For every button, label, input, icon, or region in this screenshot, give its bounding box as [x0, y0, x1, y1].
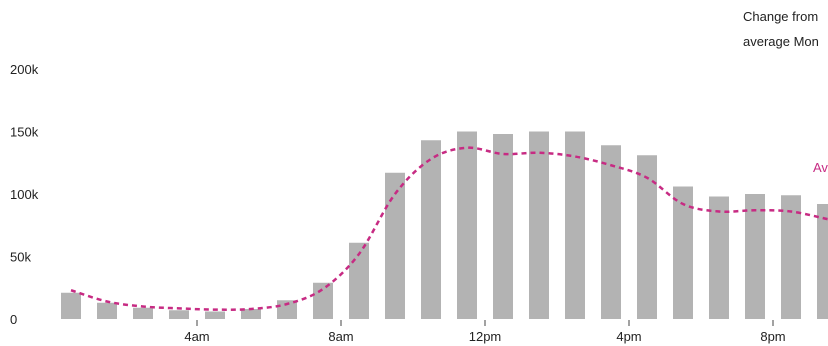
- bar-12: [493, 134, 513, 319]
- bar-19: [745, 194, 765, 319]
- y-tick-label: 0: [10, 312, 17, 327]
- annotation-3: Av: [813, 160, 828, 175]
- bar-6: [277, 300, 297, 319]
- x-tick-label: 12pm: [469, 329, 502, 344]
- bar-1: [97, 302, 117, 319]
- line-layer: [70, 146, 828, 311]
- bar-4: [205, 311, 225, 319]
- bar-0: [61, 292, 81, 319]
- y-tick-label: 150k: [10, 125, 39, 140]
- bar-16: [637, 155, 657, 319]
- bar-17: [673, 186, 693, 319]
- bar-20: [781, 195, 801, 319]
- bar-10: [421, 140, 441, 319]
- bar-18: [709, 196, 729, 319]
- annotations: Change from average Mon Av: [743, 9, 828, 175]
- bar-14: [565, 131, 585, 319]
- bar-3: [169, 310, 189, 319]
- annotation-2: average Mon: [743, 34, 819, 49]
- y-tick-label: 100k: [10, 187, 39, 202]
- y-tick-label: 50k: [10, 250, 31, 265]
- bar-11: [457, 131, 477, 319]
- y-axis: 0 50k 100k 150k 200k: [10, 62, 39, 327]
- x-tick-label: 4pm: [616, 329, 641, 344]
- bar-2: [133, 307, 153, 319]
- y-tick-label: 200k: [10, 62, 39, 77]
- bar-15: [601, 145, 621, 319]
- bar-13: [529, 131, 549, 319]
- average-line: [70, 146, 828, 311]
- x-axis: 4am 8am 12pm 4pm 8pm: [184, 320, 786, 344]
- bars-layer: [61, 131, 828, 319]
- bar-7: [313, 282, 333, 319]
- x-tick-label: 8am: [328, 329, 353, 344]
- x-tick-label: 4am: [184, 329, 209, 344]
- x-tick-label: 8pm: [760, 329, 785, 344]
- bar-9: [385, 172, 405, 319]
- bar-5: [241, 309, 261, 319]
- bar-21: [817, 204, 828, 319]
- annotation-1: Change from: [743, 9, 818, 24]
